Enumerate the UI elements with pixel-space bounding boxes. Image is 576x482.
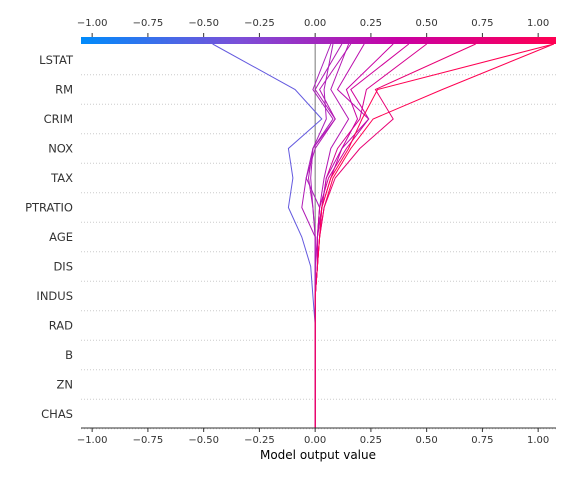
feature-label: NOX (48, 142, 73, 156)
bottom-axis: −1.00 −0.75 −0.50 −0.25 0.00 0.25 0.50 0.75 1.00 (77, 427, 556, 446)
decision-line (301, 43, 343, 428)
feature-label: INDUS (36, 289, 73, 303)
feature-label: ZN (57, 378, 73, 392)
bottom-tick-label: 0.75 (471, 435, 493, 446)
top-tick-label: 0.50 (416, 18, 438, 29)
decision-line (314, 43, 476, 428)
feature-label: RAD (49, 319, 73, 333)
feature-label: TAX (50, 171, 73, 185)
top-axis: −1.00 −0.75 −0.50 −0.25 0.00 0.25 0.50 0.75 1.00 (77, 18, 549, 37)
decision-line (310, 43, 334, 428)
decision-line (314, 43, 554, 428)
feature-label: B (65, 348, 73, 362)
feature-labels: LSTAT RM CRIM NOX TAX PTRATIO AGE DIS INDUS RAD B Z… (25, 53, 74, 421)
x-axis-title: Model output value (260, 448, 376, 462)
decision-line (314, 43, 394, 428)
bottom-tick-label: −1.00 (77, 435, 108, 446)
bottom-tick-label: 0.00 (304, 435, 326, 446)
top-tick-label: −0.75 (133, 18, 164, 29)
decision-lines (212, 43, 554, 428)
top-tick-label: 1.00 (527, 18, 549, 29)
bottom-tick-label: 0.50 (416, 435, 438, 446)
bottom-tick-label: 0.25 (360, 435, 382, 446)
feature-label: PTRATIO (25, 201, 73, 215)
feature-label: DIS (53, 260, 73, 274)
decision-line (212, 43, 323, 428)
feature-label: CRIM (44, 112, 73, 126)
feature-label: AGE (49, 230, 73, 244)
bottom-tick-label: −0.75 (133, 435, 164, 446)
bottom-tick-label: −0.25 (244, 435, 275, 446)
top-tick-label: −0.25 (244, 18, 275, 29)
top-tick-label: −1.00 (77, 18, 108, 29)
feature-label: CHAS (41, 407, 73, 421)
top-tick-label: 0.75 (471, 18, 493, 29)
feature-label: RM (55, 83, 73, 97)
top-tick-label: −0.50 (188, 18, 219, 29)
top-tick-label: 0.25 (360, 18, 382, 29)
decision-line (314, 43, 410, 428)
colorbar (81, 37, 556, 44)
top-tick-label: 0.00 (304, 18, 326, 29)
bottom-tick-label: −0.50 (188, 435, 219, 446)
feature-label: LSTAT (39, 53, 74, 67)
bottom-tick-label: 1.00 (527, 435, 549, 446)
